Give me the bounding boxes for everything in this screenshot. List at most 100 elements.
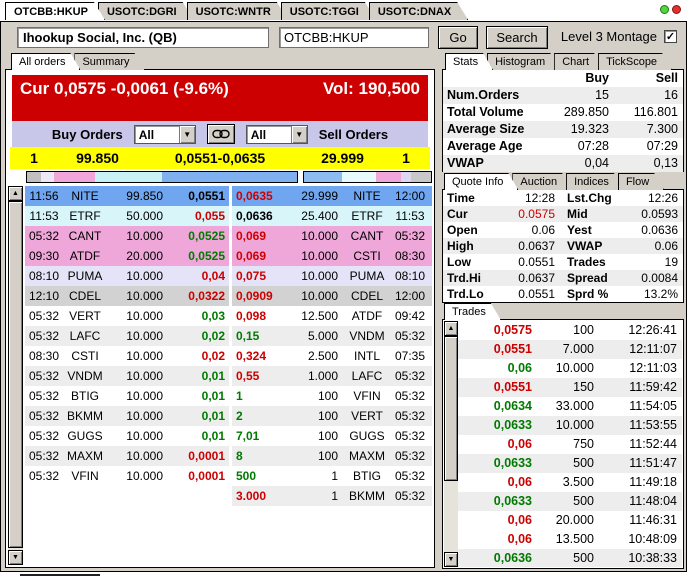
buy-order-time: 05:32 — [28, 449, 60, 463]
trades-scrollbar[interactable]: ▲ ▼ — [444, 321, 458, 567]
scroll-up-icon[interactable]: ▲ — [444, 321, 458, 336]
stats-sell-value: 16 — [664, 88, 678, 102]
buy-filter-dropdown[interactable]: All ▼ — [133, 124, 196, 144]
buy-order-time: 05:32 — [28, 309, 60, 323]
sell-order-size: 100 — [317, 449, 338, 463]
order-row[interactable]: 05:32 VNDM 10.000 0,01 0,55 1.000 LAFC 0… — [25, 366, 432, 386]
bbo-sell-count: 1 — [402, 150, 410, 166]
sell-order-mm: ETRF — [351, 209, 383, 223]
order-row[interactable]: 05:32 VERT 10.000 0,03 0,098 12.500 ATDF… — [25, 306, 432, 326]
trades-tab[interactable]: Trades — [444, 303, 501, 320]
stats-tab[interactable]: Chart — [554, 53, 604, 70]
sell-depth-bar — [303, 171, 432, 183]
trade-row[interactable]: 0,06 750 11:52:44 — [458, 435, 682, 454]
quote-value-1: 0.0575 — [518, 207, 555, 221]
order-row[interactable]: 05:32 LAFC 10.000 0,02 0,15 5.000 VNDM 0… — [25, 326, 432, 346]
quote-value-1: 12:28 — [524, 191, 555, 205]
trade-row[interactable]: 0,0575 100 12:26:41 — [458, 321, 682, 340]
symbol-tab[interactable]: USOTC:TGGI — [281, 2, 376, 20]
chevron-down-icon[interactable]: ▼ — [178, 125, 195, 143]
quote-tab[interactable]: Flow — [618, 173, 664, 190]
sell-order-mm: VFIN — [353, 389, 381, 403]
trade-row[interactable]: 0,06 3.500 11:49:18 — [458, 473, 682, 492]
trade-time: 12:11:03 — [629, 361, 677, 375]
buy-order-cells: 08:10 PUMA 10.000 0,04 — [25, 266, 229, 286]
sell-order-time: 11:53 — [395, 209, 425, 223]
trade-row[interactable]: 0,0634 33.000 11:54:05 — [458, 397, 682, 416]
trade-size: 20.000 — [555, 513, 594, 527]
sell-filter-dropdown[interactable]: All ▼ — [245, 124, 308, 144]
quote-tab[interactable]: Indices — [566, 173, 624, 190]
sell-order-cells: 0,0909 10.000 CDEL 12:00 — [232, 286, 432, 306]
trade-row[interactable]: 0,06 13.500 10:48:09 — [458, 530, 682, 549]
trade-row[interactable]: 0,0633 500 11:51:47 — [458, 454, 682, 473]
symbol-tab[interactable]: USOTC:DNAX — [369, 2, 468, 20]
buy-order-cells: 05:32 LAFC 10.000 0,02 — [25, 326, 229, 346]
order-row[interactable]: 11:53 ETRF 50.000 0,055 0,0636 25.400 ET… — [25, 206, 432, 226]
quote-tabbar: Quote Info Auction Indices Flow — [444, 173, 658, 190]
orders-scroll-thumb[interactable] — [8, 201, 23, 548]
scroll-down-icon[interactable]: ▼ — [8, 550, 23, 565]
order-row[interactable]: 05:32 VFIN 10.000 0,0001 500 1 BTIG 05:3… — [25, 466, 432, 486]
sell-order-price: 500 — [236, 469, 257, 483]
sell-order-price: 0,069 — [236, 229, 267, 243]
trade-time: 11:46:31 — [629, 513, 677, 527]
link-filters-button[interactable] — [206, 124, 235, 144]
sell-order-size: 10.000 — [301, 289, 338, 303]
chevron-down-icon[interactable]: ▼ — [290, 125, 307, 143]
buy-order-mm: BKMM — [67, 409, 103, 423]
stats-tab[interactable]: TickScope — [598, 53, 672, 70]
depth-segment — [40, 172, 54, 182]
order-row[interactable]: 05:32 GUGS 10.000 0,01 7,01 100 GUGS 05:… — [25, 426, 432, 446]
symbol-tab[interactable]: OTCBB:HKUP — [5, 2, 105, 20]
level3-montage-checkbox[interactable]: ✓ — [664, 30, 677, 43]
go-button[interactable]: Go — [438, 26, 478, 49]
sell-order-cells: 8 100 MAXM 05:32 — [232, 446, 432, 466]
order-row[interactable]: 08:30 CSTI 10.000 0,02 0,324 2.500 INTL … — [25, 346, 432, 366]
orders-tab[interactable]: All orders — [11, 53, 80, 70]
order-row[interactable]: 05:32 BTIG 10.000 0,01 1 100 VFIN 05:32 — [25, 386, 432, 406]
trade-row[interactable]: 0,0551 7.000 12:11:07 — [458, 340, 682, 359]
sell-order-mm: CANT — [350, 229, 384, 243]
trade-row[interactable]: 0,0633 10.000 11:53:55 — [458, 416, 682, 435]
trade-price: 0,0551 — [493, 380, 532, 394]
depth-segment — [400, 172, 411, 182]
order-row[interactable]: 11:56 NITE 99.850 0,0551 0,0635 29.999 N… — [25, 186, 432, 206]
trade-row[interactable]: 0,0551 150 11:59:42 — [458, 378, 682, 397]
scroll-up-icon[interactable]: ▲ — [8, 186, 23, 201]
quote-tab[interactable]: Quote Info — [444, 173, 518, 190]
buy-order-cells: 05:32 MAXM 10.000 0,0001 — [25, 446, 229, 466]
search-button[interactable]: Search — [486, 26, 548, 49]
order-row[interactable]: 12:10 CDEL 10.000 0,0322 0,0909 10.000 C… — [25, 286, 432, 306]
stats-tab[interactable]: Stats — [445, 53, 493, 70]
trades-scroll-thumb[interactable] — [444, 336, 458, 481]
buy-order-mm: CDEL — [68, 289, 101, 303]
buy-order-time — [25, 486, 63, 506]
quote-value-1: 0.06 — [531, 223, 555, 237]
sell-filter-value: All — [250, 127, 267, 142]
order-row[interactable]: 05:32 MAXM 10.000 0,0001 8 100 MAXM 05:3… — [25, 446, 432, 466]
buy-order-size: 10.000 — [126, 449, 163, 463]
buy-order-mm: CSTI — [71, 349, 99, 363]
inside-quote-row: 1 99.850 0,0551-0,0635 29.999 1 — [10, 147, 430, 169]
order-row[interactable]: 05:32 BKMM 10.000 0,01 2 100 VERT 05:32 — [25, 406, 432, 426]
symbol-tab[interactable]: USOTC:WNTR — [187, 2, 288, 20]
orders-tab[interactable]: Summary — [74, 53, 144, 70]
trade-size: 100 — [573, 323, 594, 337]
scroll-down-icon[interactable]: ▼ — [444, 552, 458, 567]
order-row[interactable]: 3.000 1 BKMM 05:32 — [25, 486, 432, 506]
symbol-input[interactable]: OTCBB:HKUP — [279, 27, 429, 48]
quote-tab[interactable]: Auction — [512, 173, 572, 190]
trade-row[interactable]: 0,06 20.000 11:46:31 — [458, 511, 682, 530]
order-row[interactable]: 09:30 ATDF 20.000 0,0525 0,069 10.000 CS… — [25, 246, 432, 266]
trade-row[interactable]: 0,0636 500 10:38:33 — [458, 549, 682, 567]
order-row[interactable]: 05:32 CANT 10.000 0,0525 0,069 10.000 CA… — [25, 226, 432, 246]
stats-tab[interactable]: Histogram — [487, 53, 560, 70]
symbol-tab[interactable]: USOTC:DGRI — [98, 2, 194, 20]
buy-order-cells: 11:53 ETRF 50.000 0,055 — [25, 206, 229, 226]
trade-row[interactable]: 0,06 10.000 12:11:03 — [458, 359, 682, 378]
trade-row[interactable]: 0,0633 500 11:48:04 — [458, 492, 682, 511]
order-row[interactable]: 08:10 PUMA 10.000 0,04 0,075 10.000 PUMA… — [25, 266, 432, 286]
stats-buy-value: 07:28 — [577, 139, 609, 153]
orders-scrollbar[interactable]: ▲ ▼ — [8, 186, 23, 565]
